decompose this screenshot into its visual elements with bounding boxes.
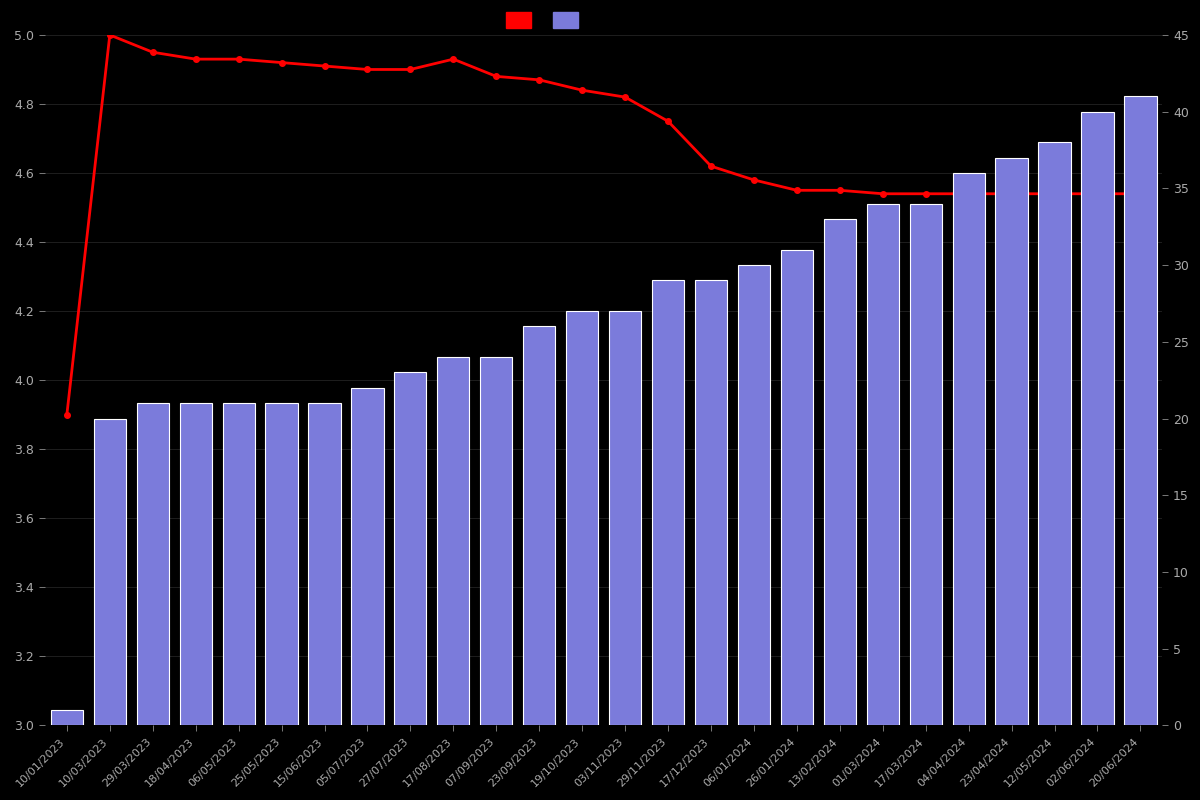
Bar — [953, 173, 985, 726]
Bar — [352, 388, 384, 726]
Bar — [996, 158, 1027, 726]
Bar — [866, 204, 899, 726]
Bar — [265, 403, 298, 726]
Bar — [781, 250, 812, 726]
Bar — [137, 403, 169, 726]
Bar — [480, 357, 512, 726]
Bar — [823, 219, 856, 726]
Bar — [94, 418, 126, 726]
Bar — [695, 281, 727, 726]
Bar — [437, 357, 469, 726]
Bar — [50, 710, 83, 726]
Bar — [610, 311, 641, 726]
Bar — [180, 403, 211, 726]
Bar — [910, 204, 942, 726]
Bar — [395, 373, 426, 726]
Bar — [1081, 112, 1114, 726]
Legend: , : , — [502, 7, 594, 32]
Bar — [1124, 96, 1157, 726]
Bar — [222, 403, 254, 726]
Bar — [566, 311, 599, 726]
Bar — [652, 281, 684, 726]
Bar — [738, 265, 770, 726]
Bar — [1038, 142, 1070, 726]
Bar — [523, 326, 556, 726]
Bar — [308, 403, 341, 726]
